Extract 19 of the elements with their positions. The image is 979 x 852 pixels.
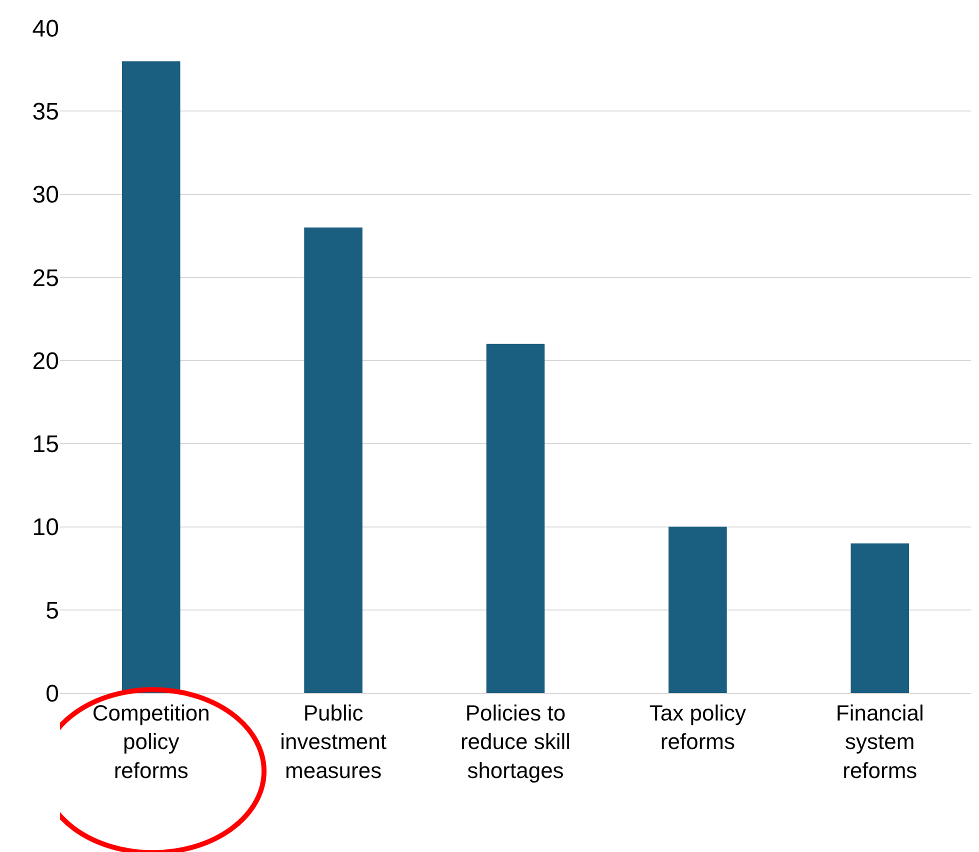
bar [486,344,545,693]
y-tick-label: 0 [46,680,59,708]
bar [122,61,180,693]
x-tick-label: Competition policy reforms [92,700,210,783]
bar [304,228,362,693]
y-tick-label: 10 [32,514,59,542]
bar [668,526,727,693]
y-tick-label: 40 [32,15,59,42]
x-tick-label: Public investment measures [280,700,386,783]
y-tick-label: 30 [32,182,59,209]
y-tick-label: 15 [32,431,59,458]
y-tick-label: 5 [46,597,59,624]
y-tick-label: 20 [32,348,59,375]
bar [850,543,910,693]
y-tick-label: 25 [32,264,59,292]
x-tick-label: Tax policy reforms [649,700,746,754]
x-tick-label: Policies to reduce skill shortages [460,700,571,783]
y-tick-label: 35 [32,98,59,126]
x-tick-label: Financial system reforms [836,700,924,783]
